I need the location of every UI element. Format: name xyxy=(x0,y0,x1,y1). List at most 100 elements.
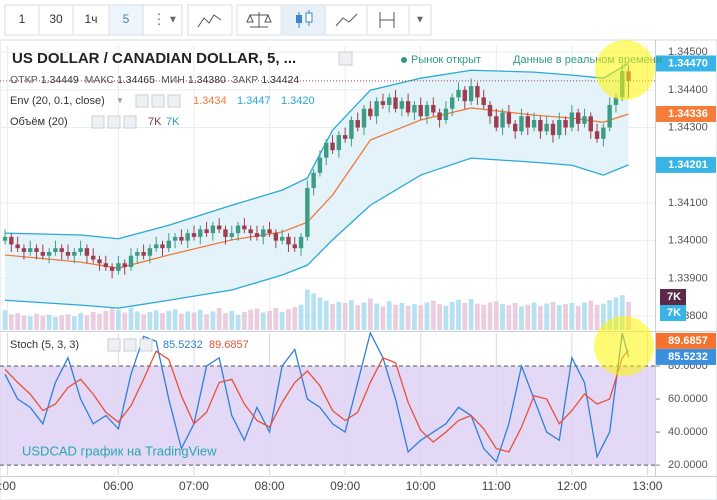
volume-bar xyxy=(90,312,96,330)
stoch-legend-k: 85.5232 xyxy=(163,339,203,351)
candle-body xyxy=(317,157,323,173)
volume-bar xyxy=(191,312,197,330)
volume-bar xyxy=(71,316,77,330)
symbol-menu[interactable] xyxy=(338,51,353,66)
visibility-toggle[interactable] xyxy=(107,338,121,352)
volume-bar xyxy=(53,317,58,330)
candle-body xyxy=(286,236,291,245)
volume-bar xyxy=(273,308,279,330)
volume-bar xyxy=(430,300,436,330)
visibility-toggle[interactable] xyxy=(91,115,105,129)
volume-bar xyxy=(613,297,619,330)
volume-bar xyxy=(2,310,8,330)
y-tick-label: 1.34500 xyxy=(668,46,708,58)
candle-body xyxy=(437,112,442,121)
settings-toggle[interactable] xyxy=(107,115,121,129)
volume-bar xyxy=(336,301,342,330)
interval-button[interactable] xyxy=(108,4,144,36)
candle-body xyxy=(575,112,581,124)
candle-body xyxy=(223,229,228,237)
volume-bar xyxy=(178,313,184,330)
candle-body xyxy=(279,236,285,241)
volume-bar xyxy=(204,314,209,330)
candle-body xyxy=(78,248,83,252)
candle-body xyxy=(254,233,260,237)
candle-body xyxy=(531,120,537,128)
volume-bar xyxy=(405,305,411,330)
stoch-line xyxy=(4,331,630,464)
x-tick-label: 11:00 xyxy=(482,479,511,493)
interval-label: 1 xyxy=(19,12,26,26)
settings-toggle[interactable] xyxy=(123,338,137,352)
candle-body xyxy=(431,104,436,113)
y-tick-label: 1.34400 xyxy=(668,84,708,96)
x-tick-label: 08:00 xyxy=(255,479,285,493)
interval-label: 30 xyxy=(49,12,63,26)
candle-body xyxy=(91,255,96,260)
stoch-tag xyxy=(656,332,716,349)
candle-body xyxy=(500,112,505,128)
remove-toggle[interactable] xyxy=(123,115,137,129)
candle-body xyxy=(185,233,190,241)
candle-body xyxy=(298,236,304,249)
envelope-upper xyxy=(5,62,629,240)
volume-bar xyxy=(550,301,556,330)
market-status: Рынок открыт xyxy=(411,54,481,66)
y-tick-label: 1.34100 xyxy=(668,197,708,209)
volume-bar xyxy=(128,308,134,330)
candle-body xyxy=(424,104,430,117)
volume-bar xyxy=(103,310,109,330)
volume-bar xyxy=(493,301,499,330)
candle-body xyxy=(229,233,234,237)
volume-legend-value: 7K xyxy=(148,116,162,128)
more-dropdown[interactable] xyxy=(408,4,432,36)
candles-button[interactable] xyxy=(282,4,326,36)
ohlc-label: МИН xyxy=(161,74,185,86)
price-tag xyxy=(656,55,716,72)
interval-button[interactable] xyxy=(38,4,74,36)
volume-bar xyxy=(525,304,531,330)
candle-body xyxy=(349,120,354,139)
ohlc-label: ОТКР xyxy=(10,74,38,86)
candle-body xyxy=(53,248,58,252)
ohlc-legend: ОТКР 1.34449 МАКС 1.34465 МИН 1.34380 ЗАКР 1.34… xyxy=(10,74,299,86)
candle-body xyxy=(128,255,134,268)
indicators-button[interactable] xyxy=(187,4,233,36)
volume-bar xyxy=(78,313,84,330)
candle-body xyxy=(248,229,253,234)
x-tick-label: 13:00 xyxy=(632,479,662,493)
volume-bar xyxy=(531,302,537,330)
candle-body xyxy=(405,101,411,113)
more-button[interactable] xyxy=(141,4,183,36)
remove-toggle[interactable] xyxy=(139,338,153,352)
volume-bar xyxy=(342,303,348,330)
price-tag-label: 1.34470 xyxy=(668,57,708,69)
candle-body xyxy=(135,251,140,256)
volume-legend-value: 7K xyxy=(166,116,180,128)
volume-bar xyxy=(84,315,90,330)
candle-body xyxy=(109,267,115,271)
indicators-icon xyxy=(197,14,222,28)
volume-legend-label: Объём (20) xyxy=(10,116,68,128)
ohlc-value: 1.34465 xyxy=(117,74,155,86)
remove-toggle[interactable] xyxy=(167,94,181,108)
visibility-toggle[interactable] xyxy=(135,94,149,108)
candle-body xyxy=(588,116,593,132)
settings-toggle[interactable] xyxy=(151,94,165,108)
candle-body xyxy=(305,187,310,237)
ohlc-label: ЗАКР xyxy=(232,74,258,86)
candle-body xyxy=(172,236,178,241)
volume-bar xyxy=(267,310,272,330)
volume-bar xyxy=(197,309,203,330)
candle-body xyxy=(141,251,146,256)
volume-bar xyxy=(361,302,367,330)
y-tick-label: 1.33900 xyxy=(668,272,708,284)
volume-bar xyxy=(235,314,241,330)
volume-bar xyxy=(594,304,600,330)
env-legend-value: 1.3434 xyxy=(193,95,227,107)
volume-bar xyxy=(380,306,386,330)
volume-bar xyxy=(216,308,222,330)
candle-body xyxy=(468,86,474,102)
